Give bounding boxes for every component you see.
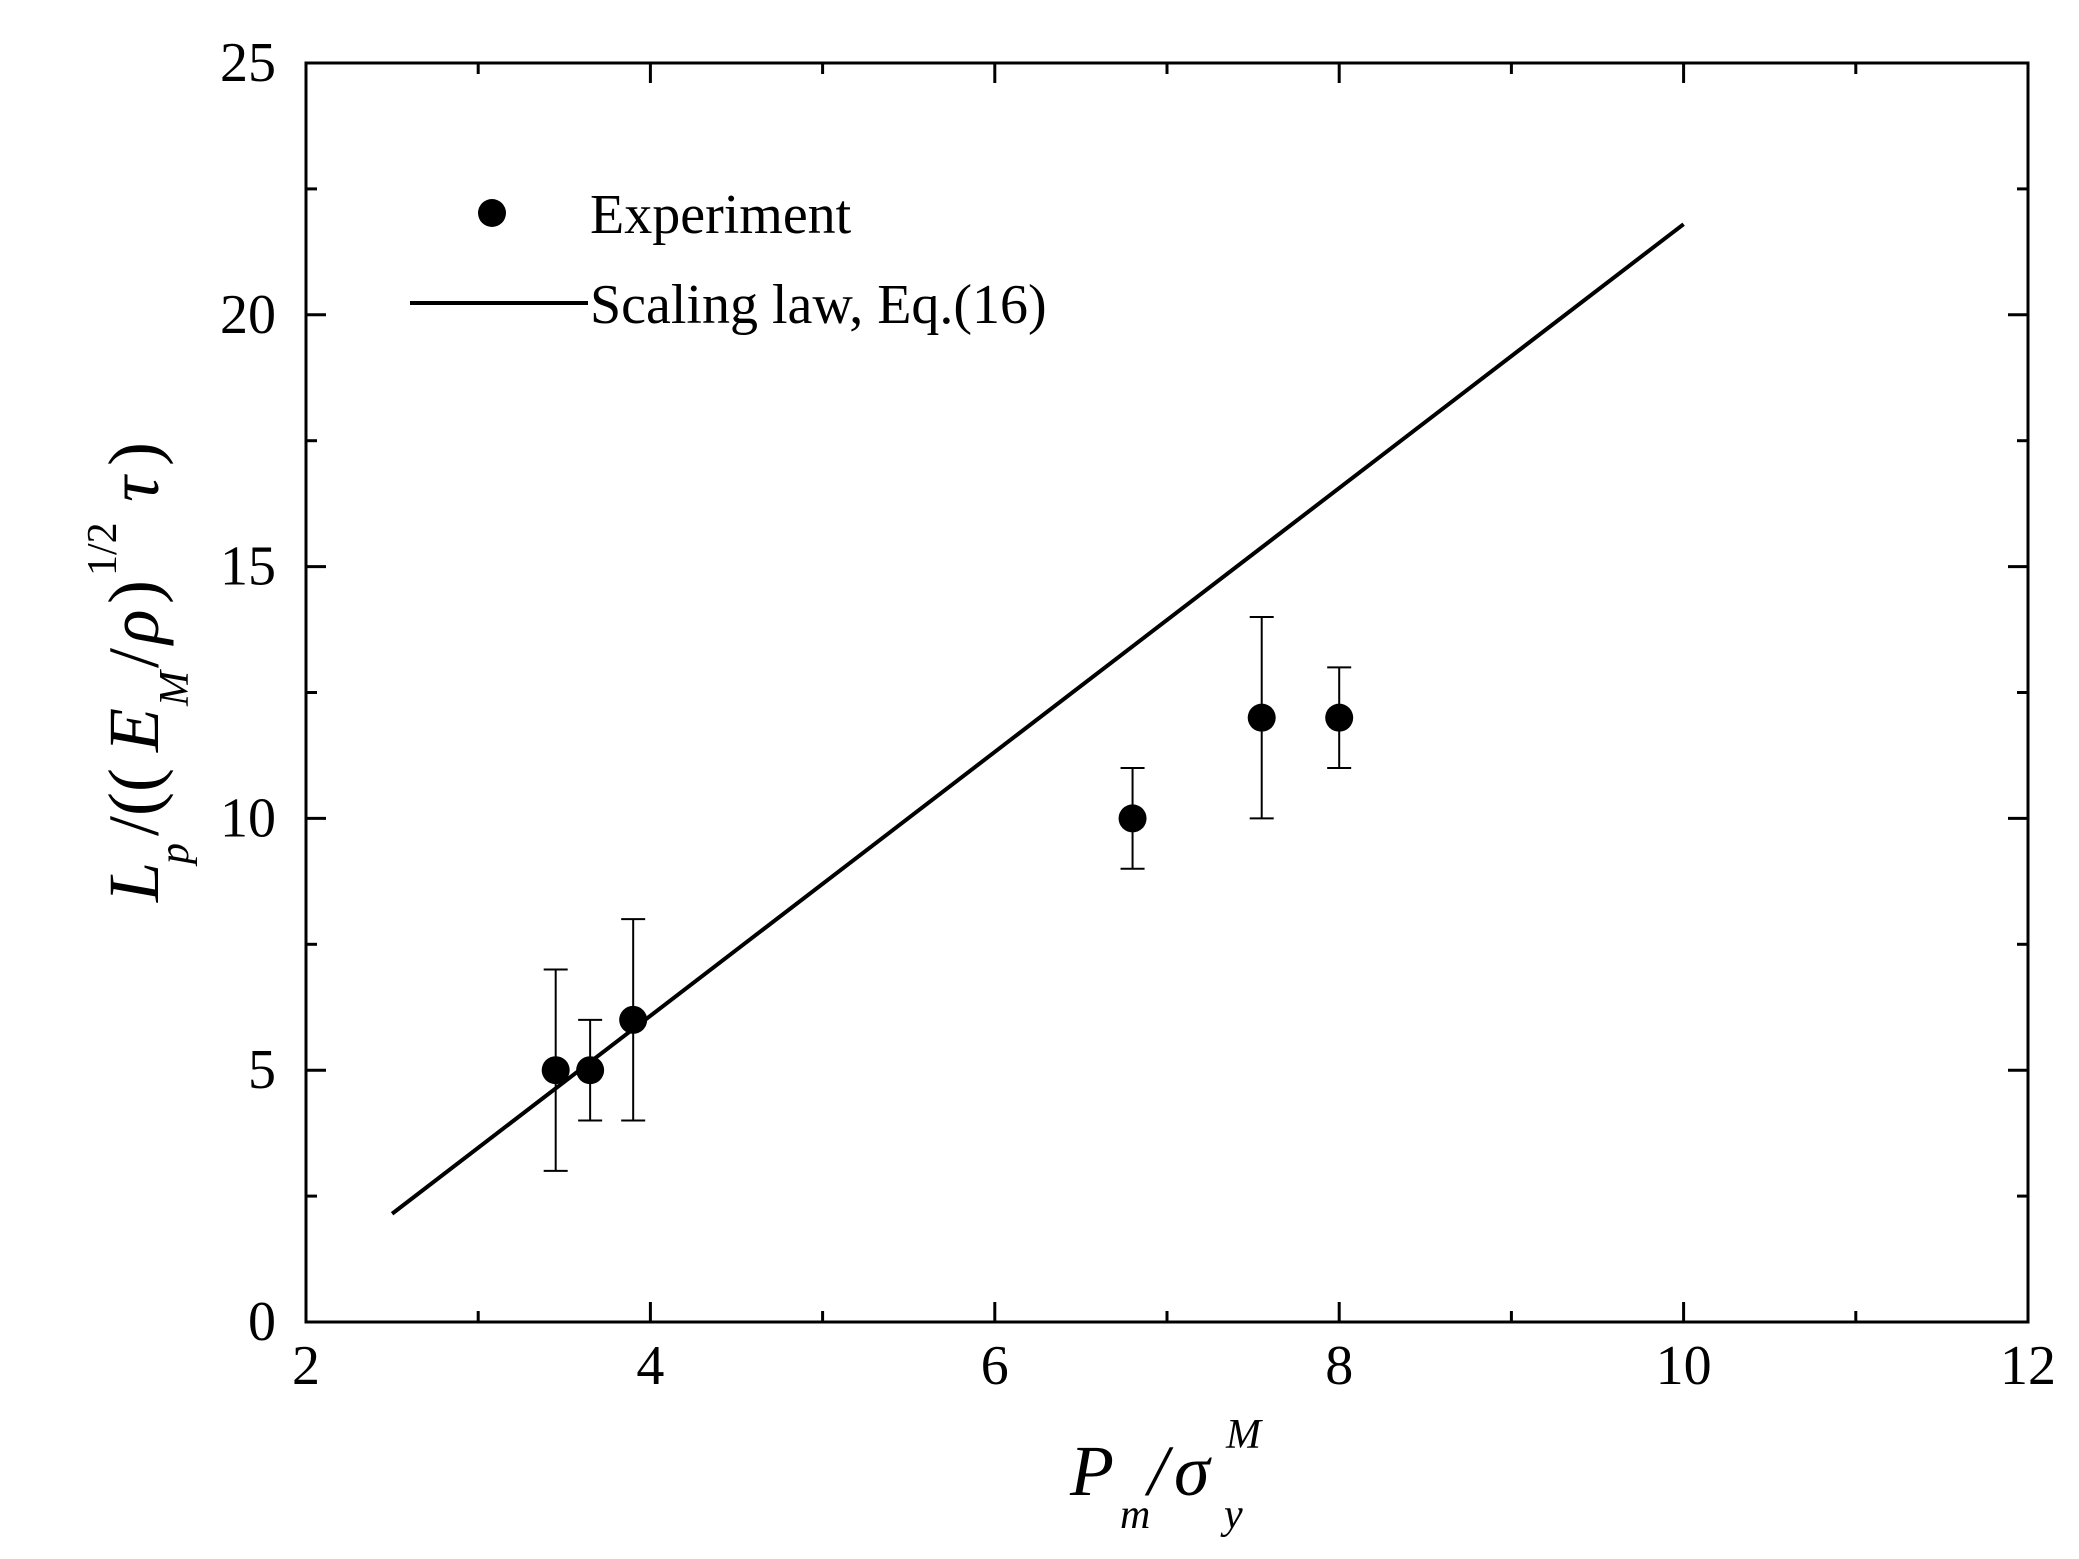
y-tick-label: 10 [220, 787, 276, 849]
x-tick-label: 6 [981, 1335, 1009, 1397]
experiment-point [1247, 703, 1276, 732]
x-tick-label: 10 [1656, 1335, 1712, 1397]
legend-experiment-marker [478, 199, 506, 227]
x-tick-label: 4 [636, 1335, 664, 1397]
x-title-sigma: σ [1174, 1431, 1212, 1511]
y-tick-label: 15 [220, 536, 276, 598]
x-title-m: m [1120, 1492, 1150, 1538]
experiment-point [1325, 703, 1354, 732]
scaling-law-line [390, 222, 1685, 1216]
y-title-end: ) [94, 442, 174, 466]
x-tick-label: 12 [2000, 1335, 2056, 1397]
y-tick-label: 5 [248, 1039, 276, 1101]
x-tick-label: 2 [292, 1335, 320, 1397]
legend-scaling-law-label: Scaling law, Eq.(16) [590, 274, 1047, 336]
legend: Experiment Scaling law, Eq.(16) [410, 184, 1047, 336]
x-tick-label: 8 [1325, 1335, 1353, 1397]
experiment-point [541, 1056, 570, 1085]
experiment-point [619, 1005, 648, 1034]
y-title-rho: ρ [94, 609, 174, 646]
y-tick-label: 20 [220, 284, 276, 346]
y-tick-label: 25 [220, 32, 276, 94]
x-title-slash: / [1144, 1431, 1174, 1511]
x-title-M: M [1225, 1412, 1263, 1458]
experiment-point [576, 1056, 605, 1085]
y-title-slash: / [94, 648, 174, 668]
y-title-M: M [152, 669, 198, 707]
scaling-law-series [390, 222, 1685, 1216]
y-axis-title: L p /(( E M / ρ ) 1/2 τ ) [80, 442, 198, 903]
axis-tick-labels: 2 4 6 8 10 12 0 5 10 15 20 25 [220, 32, 2056, 1397]
y-title-E: E [94, 708, 174, 753]
plot-frame [304, 61, 2030, 1324]
x-axis-title: P m / σ y M [1069, 1412, 1263, 1538]
experiment-point [1118, 804, 1147, 833]
y-title-p: p [152, 843, 198, 867]
x-title-y: y [1220, 1492, 1243, 1538]
y-tick-label: 0 [248, 1291, 276, 1353]
y-title-close: ) [94, 580, 174, 604]
y-title-half: 1/2 [80, 522, 126, 576]
y-title-tau: τ [94, 474, 174, 502]
y-title-open: /(( [94, 768, 174, 836]
experiment-series [541, 615, 1354, 1172]
y-title-L: L [94, 862, 174, 903]
axis-ticks [304, 61, 2030, 1324]
x-title-p: P [1069, 1431, 1114, 1511]
legend-experiment-label: Experiment [590, 184, 852, 246]
